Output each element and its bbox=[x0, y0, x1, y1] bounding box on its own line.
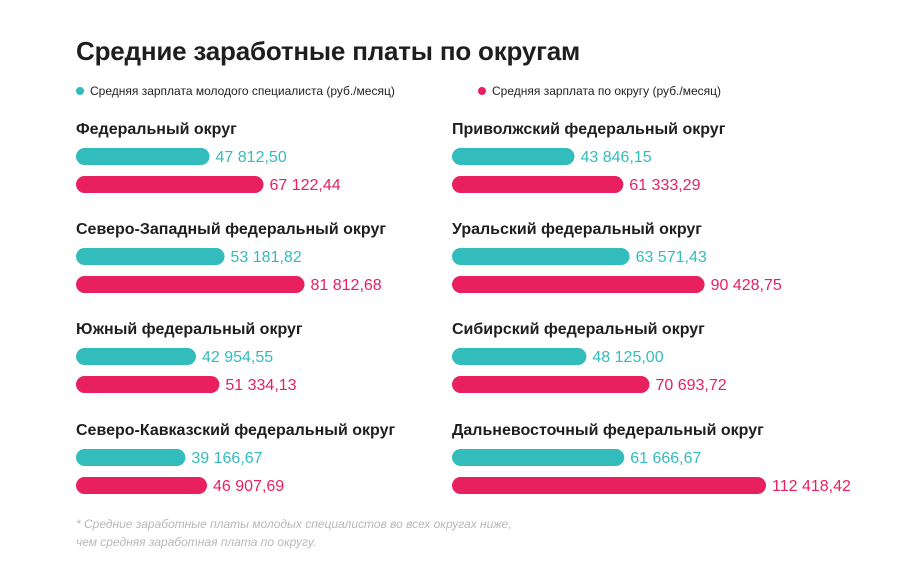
category-label: Федеральный округ bbox=[76, 121, 237, 138]
legend-dot-teal-icon bbox=[76, 87, 84, 95]
data-label-regional: 46 907,69 bbox=[213, 478, 284, 495]
category-label: Южный федеральный округ bbox=[76, 321, 303, 338]
legend-label-young-specialist: Средняя зарплата молодого специалиста (р… bbox=[90, 84, 395, 98]
data-label-young-specialist: 47 812,50 bbox=[216, 149, 287, 166]
category-label: Уральский федеральный округ bbox=[452, 221, 702, 238]
legend-item-regional: Средняя зарплата по округу (руб./месяц) bbox=[478, 84, 721, 98]
data-label-young-specialist: 53 181,82 bbox=[231, 249, 302, 266]
data-label-young-specialist: 43 846,15 bbox=[580, 149, 651, 166]
chart-title: Средние заработные платы по округам bbox=[76, 36, 581, 66]
bar-regional bbox=[452, 276, 705, 293]
footnote-line-1: * Средние заработные платы молодых специ… bbox=[76, 517, 512, 531]
bar-young-specialist bbox=[76, 248, 225, 265]
data-label-regional: 90 428,75 bbox=[711, 277, 782, 294]
bar-regional bbox=[76, 276, 305, 293]
category-label: Северо-Западный федеральный округ bbox=[76, 221, 386, 238]
bar-young-specialist bbox=[76, 348, 196, 365]
legend-item-young-specialist: Средняя зарплата молодого специалиста (р… bbox=[76, 84, 395, 98]
data-label-young-specialist: 63 571,43 bbox=[636, 249, 707, 266]
legend-dot-red-icon bbox=[478, 87, 486, 95]
bar-young-specialist bbox=[452, 449, 625, 466]
data-label-regional: 51 334,13 bbox=[225, 377, 296, 394]
data-label-young-specialist: 61 666,67 bbox=[630, 450, 701, 467]
footnote: * Средние заработные платы молодых специ… bbox=[76, 515, 676, 551]
data-label-young-specialist: 42 954,55 bbox=[202, 349, 273, 366]
data-label-regional: 61 333,29 bbox=[629, 177, 700, 194]
category-label: Сибирский федеральный округ bbox=[452, 321, 705, 338]
bar-young-specialist bbox=[452, 348, 587, 365]
legend-label-regional: Средняя зарплата по округу (руб./месяц) bbox=[492, 84, 722, 98]
bar-regional bbox=[452, 176, 624, 193]
data-label-regional: 81 812,68 bbox=[311, 277, 382, 294]
bar-young-specialist bbox=[452, 248, 630, 265]
data-label-young-specialist: 39 166,67 bbox=[191, 450, 262, 467]
bar-regional bbox=[76, 176, 264, 193]
bar-regional bbox=[452, 376, 650, 393]
data-label-regional: 70 693,72 bbox=[655, 377, 726, 394]
data-label-regional: 67 122,44 bbox=[269, 177, 340, 194]
category-label: Северо-Кавказский федеральный округ bbox=[76, 422, 395, 439]
bar-regional bbox=[76, 477, 208, 494]
bar-young-specialist bbox=[76, 148, 210, 165]
category-label: Дальневосточный федеральный округ bbox=[452, 422, 764, 439]
bar-regional bbox=[452, 477, 766, 494]
footnote-line-2: чем средняя заработная плата по округу. bbox=[76, 535, 317, 549]
bar-regional bbox=[76, 376, 220, 393]
data-label-young-specialist: 48 125,00 bbox=[592, 349, 663, 366]
bar-young-specialist bbox=[452, 148, 575, 165]
category-label: Приволжский федеральный округ bbox=[452, 121, 726, 138]
data-label-regional: 112 418,42 bbox=[772, 478, 851, 495]
bar-young-specialist bbox=[76, 449, 186, 466]
